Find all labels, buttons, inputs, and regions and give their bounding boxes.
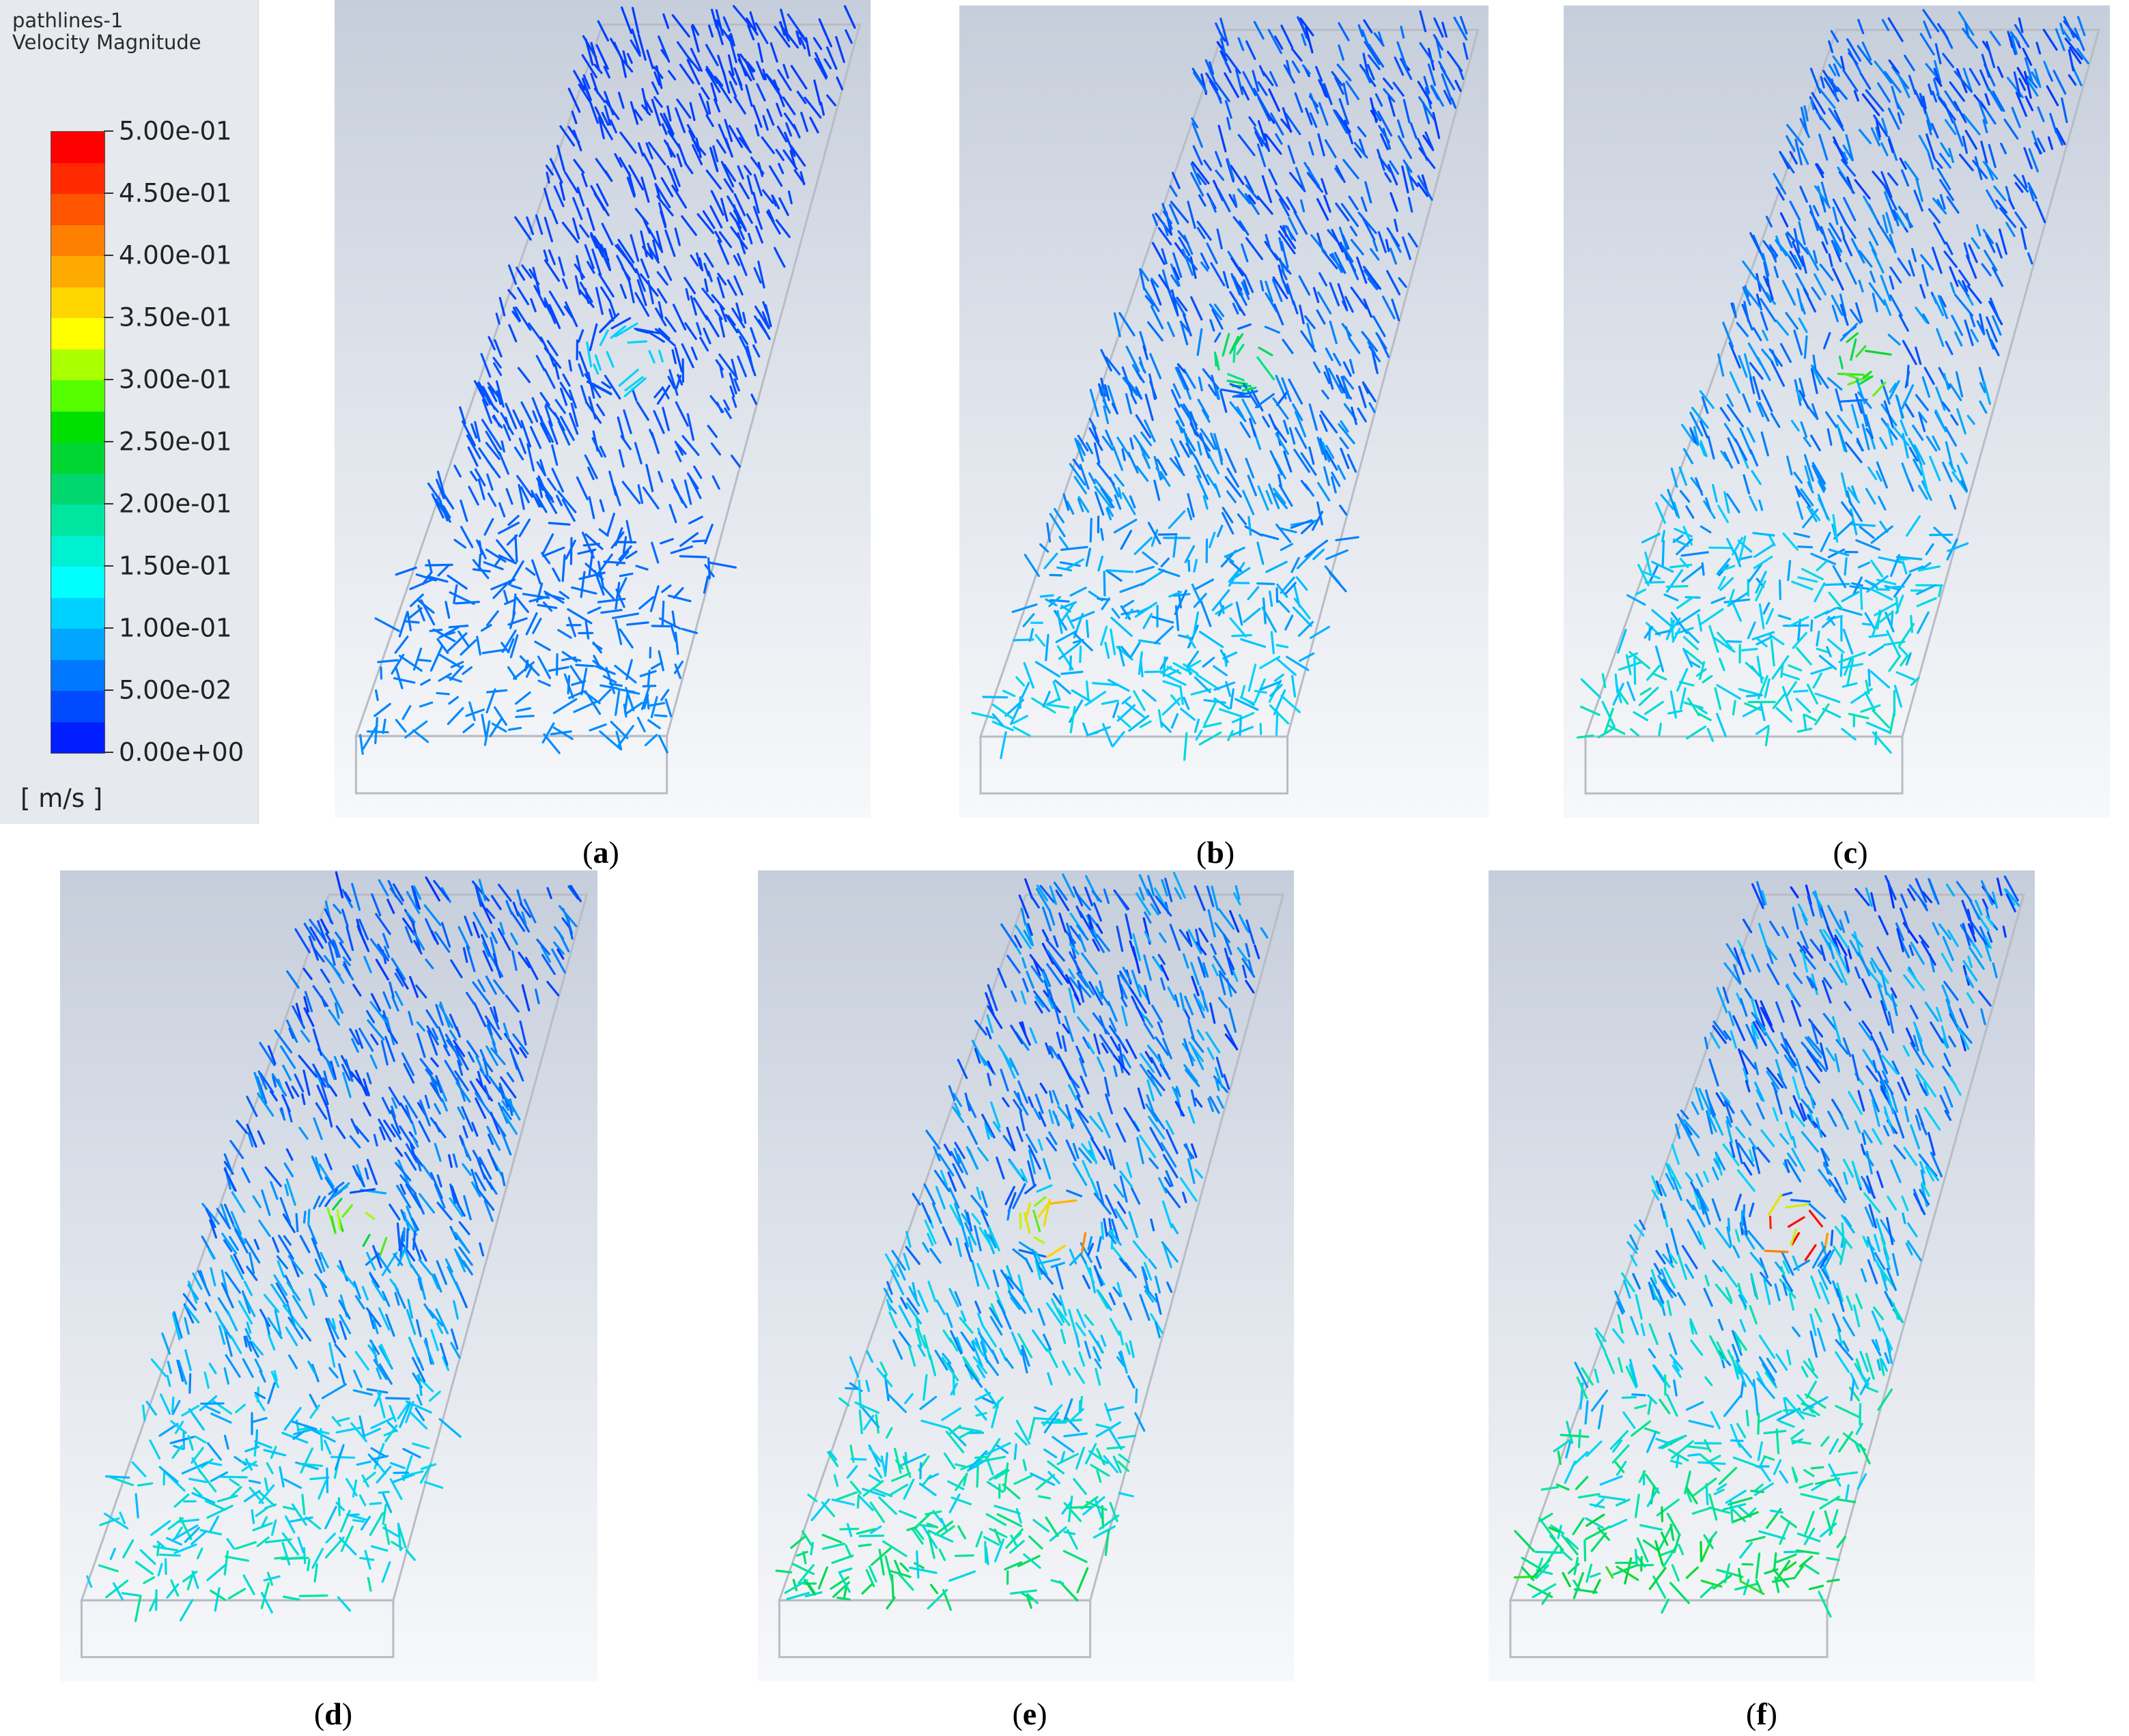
pathline-svg — [1508, 874, 2025, 1658]
panel-b-pathline-plot — [959, 5, 1489, 818]
colorbar-tick-mark — [104, 627, 113, 629]
colorbar-segment — [51, 318, 104, 350]
caption-d: (d) — [313, 1696, 353, 1731]
colorbar-tick-label: 2.50e-01 — [119, 427, 232, 457]
colorbar-segment — [51, 225, 104, 256]
colorbar-segment — [51, 473, 104, 504]
legend-title-line2: Velocity Magnitude — [12, 31, 201, 54]
pathline-svg — [971, 10, 1480, 795]
colorbar-segment — [51, 256, 104, 287]
caption-e: (e) — [1012, 1696, 1047, 1731]
colorbar-segment — [51, 349, 104, 380]
caption-b: (b) — [1196, 835, 1235, 870]
pathline-svg — [1577, 9, 2100, 795]
domain-inlet-slab — [1584, 735, 1904, 795]
colorbar-segment — [51, 535, 104, 567]
colorbar-tick-mark — [104, 255, 113, 256]
colorbar-segment — [51, 380, 104, 412]
colorbar-tick-label: 3.00e-01 — [119, 365, 232, 395]
panel-c-pathline-plot — [1564, 5, 2110, 818]
colorbar-tick-mark — [104, 130, 113, 132]
domain-inlet-slab — [80, 1599, 395, 1658]
domain-inlet-slab — [778, 1599, 1092, 1658]
colorbar-tick-label: 2.00e-01 — [119, 489, 232, 519]
panel-a-pathline-plot — [335, 0, 871, 818]
colorbar-tick-mark — [104, 565, 113, 567]
colorbar-tick-label: 3.50e-01 — [119, 302, 232, 332]
pathlines — [775, 871, 1269, 1611]
domain-inlet-slab — [979, 735, 1288, 795]
colorbar-segment — [51, 504, 104, 536]
legend-title-line1: pathlines-1 — [12, 9, 124, 32]
colorbar-segment — [51, 691, 104, 722]
caption-c: (c) — [1833, 835, 1868, 870]
pathline-svg — [354, 5, 862, 795]
colorbar — [51, 131, 105, 754]
colorbar-tick-mark — [104, 193, 113, 194]
colorbar-segment — [51, 629, 104, 660]
colorbar-segment — [51, 442, 104, 474]
colorbar-segment — [51, 132, 104, 163]
colorbar-tick-label: 1.00e-01 — [119, 613, 232, 643]
panel-d-pathline-plot — [60, 870, 597, 1681]
domain-outline — [778, 894, 1285, 1602]
colorbar-segment — [51, 722, 104, 753]
colorbar-tick-mark — [104, 317, 113, 318]
colorbar-tick-mark — [104, 379, 113, 380]
legend-unit: [ m/s ] — [20, 784, 103, 813]
colorbar-segment — [51, 567, 104, 598]
pathlines — [971, 10, 1469, 761]
colorbar-tick-label: 1.50e-01 — [119, 551, 232, 581]
panel-e-pathline-plot — [758, 870, 1294, 1681]
panel-f-pathline-plot — [1489, 870, 2035, 1681]
pathline-svg — [80, 871, 589, 1658]
colorbar-segment — [51, 411, 104, 442]
caption-f: (f) — [1746, 1696, 1777, 1731]
colorbar-segment — [51, 162, 104, 194]
caption-a: (a) — [582, 835, 619, 870]
colorbar-tick-mark — [104, 752, 113, 753]
colorbar-legend: pathlines-1 Velocity Magnitude 5.00e-01 4… — [0, 0, 259, 824]
legend-title: pathlines-1 Velocity Magnitude — [12, 10, 201, 53]
colorbar-tick-mark — [104, 503, 113, 504]
domain-inlet-slab — [1509, 1599, 1829, 1658]
colorbar-segment — [51, 597, 104, 629]
colorbar-tick-mark — [104, 689, 113, 691]
domain-inlet-slab — [354, 735, 668, 795]
colorbar-tick-label: 5.00e-02 — [119, 675, 232, 705]
colorbar-segment — [51, 659, 104, 691]
colorbar-segment — [51, 287, 104, 318]
pathlines — [358, 5, 856, 755]
colorbar-tick-mark — [104, 441, 113, 442]
pathlines — [1513, 874, 2020, 1618]
colorbar-tick-label: 5.00e-01 — [119, 116, 232, 146]
pathlines — [86, 871, 582, 1623]
colorbar-tick-label: 0.00e+00 — [119, 737, 244, 767]
pathlines — [1577, 9, 2089, 754]
colorbar-tick-label: 4.00e-01 — [119, 240, 232, 270]
pathline-svg — [775, 871, 1285, 1658]
colorbar-segment — [51, 194, 104, 225]
colorbar-tick-label: 4.50e-01 — [119, 178, 232, 208]
